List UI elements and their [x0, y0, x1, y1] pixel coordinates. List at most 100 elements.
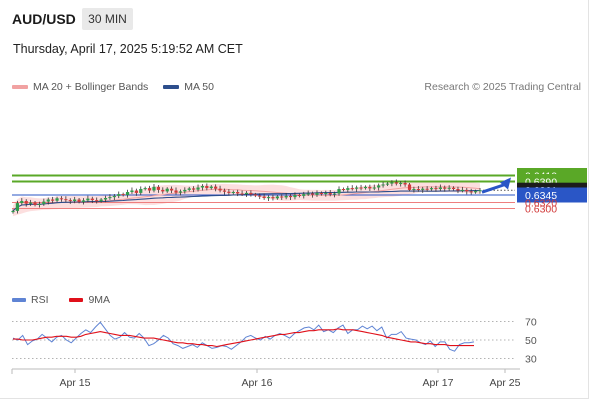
- candle-body: [280, 196, 284, 198]
- rsi-line: [12, 321, 475, 352]
- candle-body: [377, 185, 381, 188]
- rsi-tick-30: 30: [525, 354, 537, 366]
- credit-label: Research © 2025 Trading Central: [424, 81, 581, 93]
- candle-body: [143, 188, 147, 190]
- candle-body: [187, 188, 191, 190]
- candle-body: [456, 189, 460, 191]
- candle-body: [381, 184, 385, 186]
- candle-body: [231, 192, 235, 193]
- candle-body: [355, 187, 359, 189]
- candle-body: [236, 192, 240, 194]
- candle-body: [209, 186, 213, 189]
- candle-body: [425, 188, 429, 190]
- level-label-0.6300: 0.6300: [525, 204, 557, 216]
- candle-body: [64, 199, 68, 201]
- candle-body: [20, 201, 24, 204]
- candle-body: [134, 190, 138, 193]
- candle-body: [121, 194, 125, 196]
- ma50-swatch: [163, 85, 180, 90]
- candle-body: [310, 193, 315, 195]
- candle-body: [473, 191, 478, 193]
- candle-body: [59, 198, 64, 200]
- candle-body: [55, 198, 59, 201]
- interval-badge[interactable]: 30 MIN: [82, 8, 133, 30]
- candle-body: [130, 190, 134, 192]
- level-label-0.6320: 0.6320: [525, 198, 557, 210]
- candle-body: [174, 190, 178, 193]
- candle-body: [147, 188, 152, 191]
- candle-body: [297, 195, 301, 196]
- legend-9ma: 9MA: [69, 294, 110, 306]
- candle-body: [372, 187, 376, 189]
- candle-body: [200, 186, 205, 188]
- candle-body: [165, 188, 169, 192]
- legend-ma20: MA 20 + Bollinger Bands: [12, 81, 148, 93]
- candle-body: [266, 197, 271, 199]
- ma20-swatch: [12, 85, 28, 90]
- candle-body: [324, 192, 328, 195]
- candle-body: [125, 192, 130, 195]
- candle-body: [262, 196, 266, 198]
- candle-body: [319, 192, 323, 195]
- candle-body: [240, 193, 244, 195]
- candle-body: [29, 202, 33, 204]
- candle-body: [86, 198, 90, 201]
- candle-body: [416, 189, 420, 190]
- legend-ma50: MA 50: [163, 81, 214, 93]
- candle-body: [403, 183, 407, 185]
- candle-body: [249, 192, 253, 195]
- candle-body: [218, 188, 222, 191]
- legend-ma50-label: MA 50: [184, 81, 214, 93]
- candle-body: [170, 188, 174, 191]
- candle-body: [156, 186, 160, 190]
- x-tick-label: Apr 15: [60, 377, 91, 389]
- candle-body: [271, 197, 275, 199]
- candle-body: [24, 201, 28, 204]
- candle-body: [443, 187, 447, 189]
- candle-body: [412, 189, 416, 190]
- rsi-legend: RSI 9MA: [12, 294, 128, 306]
- level-tag-0.6345: [517, 187, 587, 203]
- candle-body: [350, 188, 354, 190]
- candle-body: [37, 204, 42, 205]
- candle-body: [222, 190, 227, 192]
- candle-body: [95, 200, 99, 202]
- candle-body: [275, 196, 279, 199]
- candle-body: [407, 184, 412, 190]
- candle-body: [51, 199, 55, 201]
- candle-body: [288, 195, 293, 198]
- candle-body: [337, 189, 341, 194]
- rsi-tick-50: 50: [525, 335, 537, 347]
- rsi-swatch: [12, 298, 26, 303]
- candle-body: [192, 188, 196, 190]
- candle-body: [258, 195, 262, 197]
- legend-ma20-label: MA 20 + Bollinger Bands: [33, 81, 149, 93]
- candle-body: [438, 187, 442, 189]
- candle-body: [139, 189, 143, 193]
- candle-body: [244, 192, 249, 195]
- x-tick-label: Apr 17: [423, 377, 454, 389]
- candle-body: [451, 187, 456, 189]
- x-tick-label: Apr 16: [242, 377, 273, 389]
- candle-body: [434, 188, 438, 190]
- rsi-tick-70: 70: [525, 316, 537, 328]
- candle-body: [469, 191, 473, 193]
- candle-body: [214, 186, 218, 189]
- candle-body: [302, 194, 306, 196]
- candle-body: [478, 190, 482, 192]
- candle-body: [161, 189, 165, 192]
- candle-body: [227, 191, 231, 193]
- candle-body: [99, 199, 103, 202]
- candle-body: [341, 189, 346, 190]
- candle-body: [359, 187, 363, 189]
- x-tick-label: Apr 25: [490, 377, 521, 389]
- candle-body: [117, 194, 121, 196]
- candle-body: [15, 203, 20, 211]
- candle-body: [77, 199, 81, 202]
- candle-body: [293, 195, 297, 198]
- candle-body: [394, 182, 398, 184]
- candle-body: [399, 183, 403, 184]
- datetime-label: Thursday, April 17, 2025 5:19:52 AM CET: [13, 42, 243, 56]
